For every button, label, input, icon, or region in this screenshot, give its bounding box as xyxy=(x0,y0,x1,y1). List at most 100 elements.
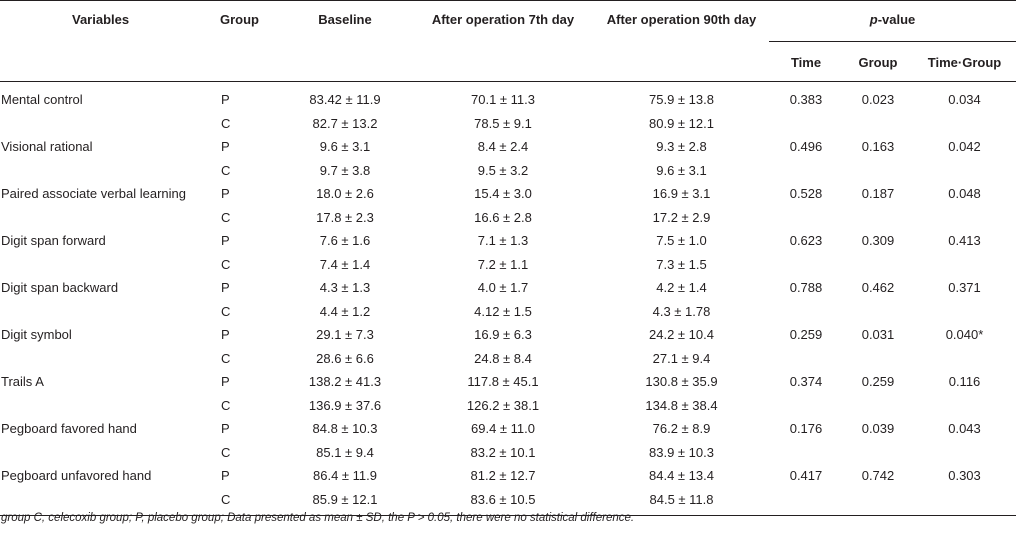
day90-cell: 84.4 ± 13.4 xyxy=(649,468,714,484)
day7-cell: 7.1 ± 1.3 xyxy=(477,233,529,249)
day90-cell: 17.2 ± 2.9 xyxy=(652,209,711,225)
baseline-cell: 7.4 ± 1.4 xyxy=(319,256,371,272)
header-baseline: Baseline xyxy=(278,0,412,42)
table-row: C 9.7 ± 3.8 9.5 ± 3.2 9.6 ± 3.1 xyxy=(0,159,1016,183)
group-cell: C xyxy=(216,487,278,516)
header-pvalue-p: p xyxy=(869,12,878,27)
day7-cell: 70.1 ± 11.3 xyxy=(471,92,535,108)
baseline-cell: 85.9 ± 12.1 xyxy=(278,487,412,516)
pvalue-group-cell xyxy=(843,253,913,277)
table-body: Mental control P 83.42 ± 11.9 70.1 ± 11.3 75… xyxy=(0,82,1016,516)
day7-cell: 4.0 ± 1.7 xyxy=(477,280,529,296)
table-row: Pegboard unfavored hand P 86.4 ± 11.9 81.2 … xyxy=(0,464,1016,488)
table-row: C 136.9 ± 37.6 126.2 ± 38.1 134.8 ± 38.4 xyxy=(0,394,1016,418)
day7-cell: 4.12 ± 1.5 xyxy=(474,303,532,319)
pvalue-group-cell: 0.259 xyxy=(861,374,895,390)
baseline-cell: 9.6 ± 3.1 xyxy=(319,139,371,155)
pvalue-time-group-cell: 0.371 xyxy=(948,280,981,296)
table-row: Digit span backward P 4.3 ± 1.3 4.0 ± 1.7 4.… xyxy=(0,276,1016,300)
pvalue-group-cell: 0.742 xyxy=(861,468,895,484)
pvalue-time-group-cell: 0.040* xyxy=(945,327,984,343)
pvalue-time-group-cell xyxy=(913,300,1016,324)
header-time-group: Time·Group xyxy=(913,41,1016,82)
day7-cell: 126.2 ± 38.1 xyxy=(466,397,540,413)
header-day90: After operation 90th day xyxy=(594,0,769,42)
pvalue-time-cell xyxy=(769,441,843,465)
day7-cell: 78.5 ± 9.1 xyxy=(474,115,532,131)
day7-cell: 8.4 ± 2.4 xyxy=(477,139,529,155)
baseline-cell: 85.1 ± 9.4 xyxy=(316,444,374,460)
variable-name xyxy=(0,300,216,324)
variable-name xyxy=(0,112,216,136)
header-time: Time xyxy=(769,41,843,82)
baseline-cell: 4.3 ± 1.3 xyxy=(319,280,371,296)
table-row: Visional rational P 9.6 ± 3.1 8.4 ± 2.4 9.3 … xyxy=(0,135,1016,159)
day7-cell: 15.4 ± 3.0 xyxy=(474,186,532,202)
pvalue-group-cell: 0.163 xyxy=(861,139,895,155)
variable-name xyxy=(0,159,216,183)
group-cell: P xyxy=(221,139,230,155)
pvalue-time-cell: 0.383 xyxy=(789,92,823,108)
pvalue-time-group-cell xyxy=(913,394,1016,418)
pvalue-time-cell xyxy=(769,159,843,183)
baseline-cell: 17.8 ± 2.3 xyxy=(316,209,374,225)
day7-cell: 117.8 ± 45.1 xyxy=(467,374,539,390)
table-row: C 7.4 ± 1.4 7.2 ± 1.1 7.3 ± 1.5 xyxy=(0,253,1016,277)
day90-cell: 9.6 ± 3.1 xyxy=(656,162,707,178)
variable-name: Paired associate verbal learning xyxy=(1,186,186,202)
variable-name: Pegboard unfavored hand xyxy=(1,468,152,484)
baseline-cell: 18.0 ± 2.6 xyxy=(316,186,374,202)
table-row: Digit symbol P 29.1 ± 7.3 16.9 ± 6.3 24.2 ± … xyxy=(0,323,1016,347)
pvalue-group-cell xyxy=(843,206,913,230)
day90-cell: 4.3 ± 1.78 xyxy=(652,303,711,319)
day90-cell: 4.2 ± 1.4 xyxy=(656,280,707,296)
baseline-cell: 4.4 ± 1.2 xyxy=(319,303,371,319)
day90-cell: 134.8 ± 38.4 xyxy=(645,397,718,413)
group-cell: P xyxy=(221,92,230,108)
pvalue-time-group-cell: 0.048 xyxy=(948,186,981,202)
variable-name: Mental control xyxy=(1,92,83,108)
baseline-cell: 138.2 ± 41.3 xyxy=(308,374,382,390)
pvalue-group-cell xyxy=(843,394,913,418)
group-cell: P xyxy=(221,327,230,343)
pvalue-time-cell: 0.788 xyxy=(789,280,823,296)
pvalue-time-group-cell: 0.413 xyxy=(948,233,981,249)
variable-name xyxy=(0,394,216,418)
group-cell: C xyxy=(221,444,231,460)
pvalue-time-cell xyxy=(769,300,843,324)
variable-name: Trails A xyxy=(1,374,44,390)
day90-cell: 130.8 ± 35.9 xyxy=(645,374,718,390)
pvalue-group-cell: 0.187 xyxy=(861,186,895,202)
pvalue-time-group-cell xyxy=(913,253,1016,277)
pvalue-time-cell xyxy=(769,487,843,516)
day90-cell: 84.5 ± 11.8 xyxy=(594,487,769,516)
variable-name xyxy=(0,347,216,371)
pvalue-time-cell: 0.259 xyxy=(789,327,823,343)
pvalue-time-group-cell: 0.034 xyxy=(948,92,981,108)
group-cell: C xyxy=(221,256,231,272)
baseline-cell: 136.9 ± 37.6 xyxy=(308,397,382,413)
day90-cell: 83.9 ± 10.3 xyxy=(649,444,714,460)
group-cell: P xyxy=(221,421,230,437)
table-row: C 85.9 ± 12.1 83.6 ± 10.5 84.5 ± 11.8 xyxy=(0,487,1016,516)
day90-cell: 27.1 ± 9.4 xyxy=(652,350,711,366)
header-variables: Variables xyxy=(0,0,216,42)
pvalue-group-cell: 0.039 xyxy=(861,421,895,437)
pvalue-time-cell xyxy=(769,347,843,371)
table-row: C 28.6 ± 6.6 24.8 ± 8.4 27.1 ± 9.4 xyxy=(0,347,1016,371)
baseline-cell: 83.42 ± 11.9 xyxy=(309,92,381,108)
results-table: Variables Group Baseline After operation… xyxy=(0,0,1016,516)
pvalue-group-cell: 0.031 xyxy=(861,327,895,343)
day7-cell: 24.8 ± 8.4 xyxy=(474,350,532,366)
group-cell: P xyxy=(221,233,230,249)
group-cell: C xyxy=(221,350,231,366)
pvalue-time-cell xyxy=(769,112,843,136)
variable-name: Digit span forward xyxy=(1,233,106,249)
pvalue-time-group-cell xyxy=(913,441,1016,465)
table-row: C 82.7 ± 13.2 78.5 ± 9.1 80.9 ± 12.1 xyxy=(0,112,1016,136)
pvalue-group-cell xyxy=(843,159,913,183)
day7-cell: 83.6 ± 10.5 xyxy=(412,487,594,516)
group-cell: P xyxy=(221,186,230,202)
table-row: Trails A P 138.2 ± 41.3 117.8 ± 45.1 130.8 ±… xyxy=(0,370,1016,394)
table-row: Digit span forward P 7.6 ± 1.6 7.1 ± 1.3 7.5… xyxy=(0,229,1016,253)
